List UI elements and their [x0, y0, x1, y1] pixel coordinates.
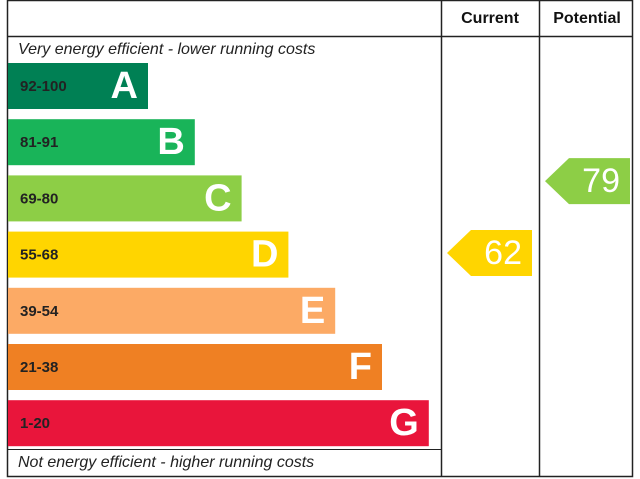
band-bar	[8, 63, 148, 109]
band-range: 92-100	[20, 78, 67, 95]
band-range: 55-68	[20, 247, 58, 264]
bottom-note: Not energy efficient - higher running co…	[18, 454, 314, 471]
band-range: 21-38	[20, 359, 58, 376]
band-bar	[8, 287, 336, 334]
band-bar	[8, 119, 195, 166]
top-note: Very energy efficient - lower running co…	[18, 41, 315, 58]
band-bar	[8, 175, 242, 222]
band-letter: B	[157, 121, 184, 163]
band-range: 1-20	[20, 415, 50, 432]
band-letter: D	[251, 234, 278, 276]
band-letter: C	[204, 177, 231, 219]
band-letter: G	[389, 402, 419, 444]
current-arrow	[447, 229, 532, 276]
band-range: 39-54	[20, 303, 59, 320]
current-value: 62	[484, 234, 522, 272]
band-letter: E	[300, 290, 325, 332]
band-range: 81-91	[20, 134, 58, 151]
frame	[6, 0, 634, 478]
potential-arrow	[545, 158, 630, 205]
potential-value: 79	[582, 162, 620, 200]
band-bar	[8, 344, 382, 390]
band-bar	[8, 231, 289, 278]
band-letter: F	[349, 346, 372, 388]
band-letter: A	[111, 65, 138, 107]
potential-header: Potential	[553, 10, 621, 27]
band-range: 69-80	[20, 190, 58, 207]
band-bar	[8, 400, 429, 447]
current-header: Current	[461, 10, 519, 27]
